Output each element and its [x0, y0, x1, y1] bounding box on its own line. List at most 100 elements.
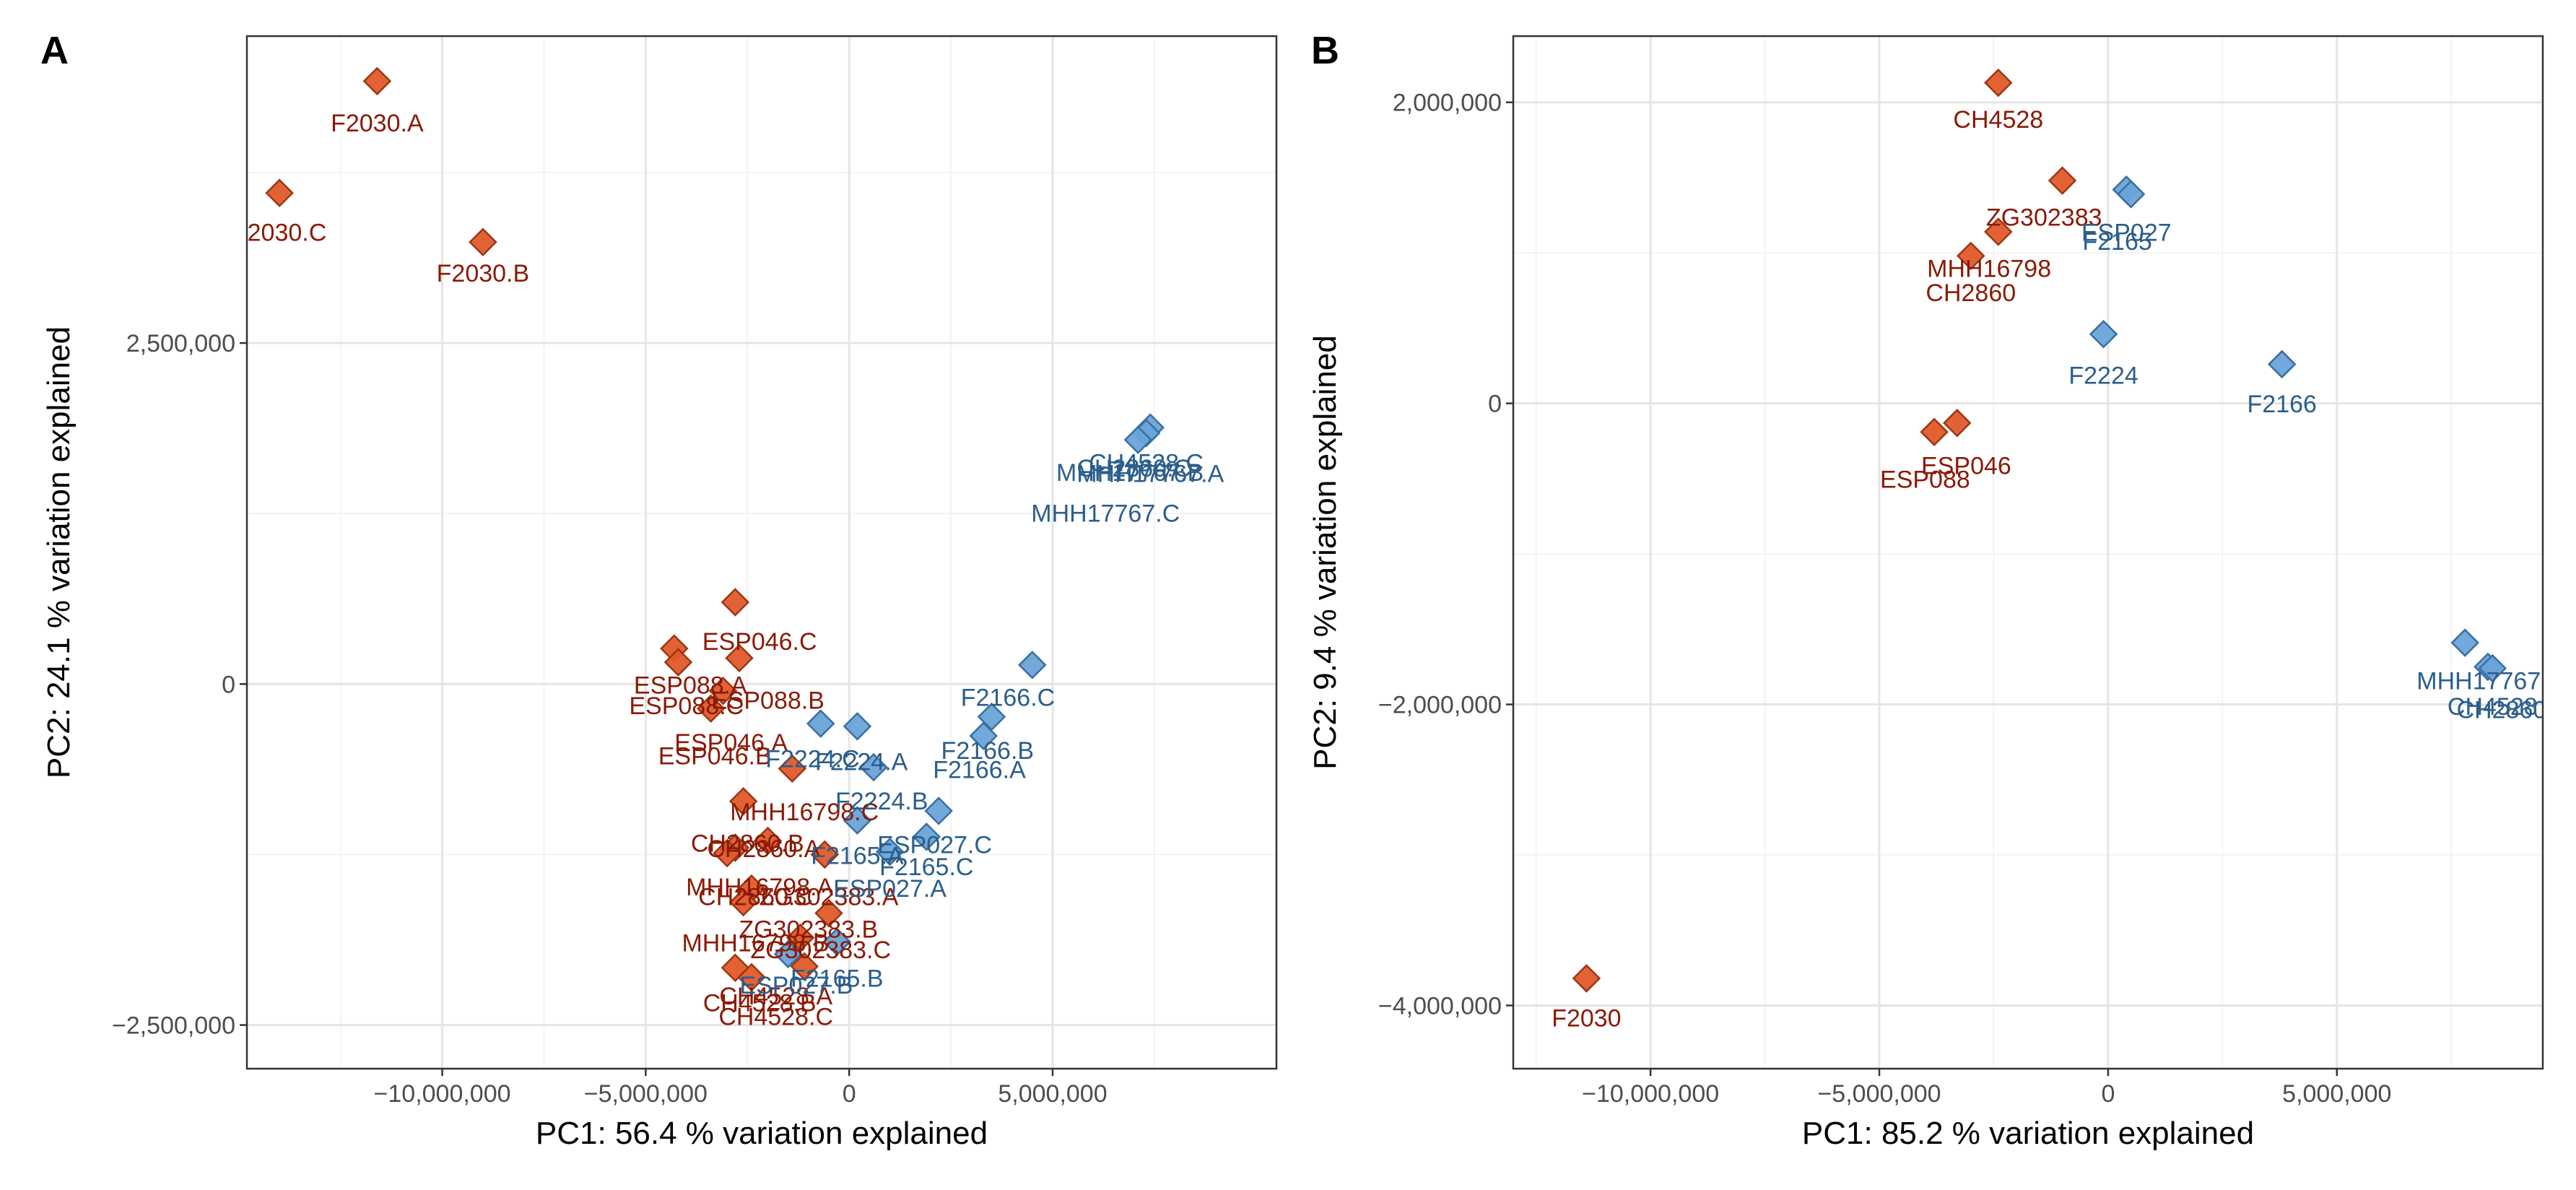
point-label: F2165.A — [811, 843, 904, 870]
point-label: CH4528.C — [1089, 450, 1204, 477]
point-label: ESP046.A — [674, 729, 788, 757]
data-point-red — [713, 838, 741, 868]
point-label: ZG302383.A — [760, 883, 899, 911]
panel-b-border — [1512, 35, 2544, 1070]
panel-a-y-axis-title: PC2: 24.1 % variation explained — [41, 326, 77, 778]
panel-a-x-axis-title: PC1: 56.4 % variation explained — [536, 1116, 988, 1151]
point-label: MHH17767 — [2416, 668, 2541, 695]
panel-a-grid — [247, 36, 1276, 1069]
point-label: ESP088.B — [711, 687, 824, 714]
point-label: CH4528.A — [719, 983, 832, 1010]
point-label: MHH17767.B — [1056, 459, 1204, 487]
point-label: ESP027.B — [739, 972, 853, 999]
data-point-blue — [2478, 653, 2507, 683]
data-point-red — [2048, 166, 2077, 195]
point-label: ESP027.C — [877, 832, 992, 859]
panel-b-y-axis: −4,000,000 −2,000,000 0 2,000,000 — [1378, 90, 1513, 1020]
data-point-blue — [912, 822, 941, 851]
point-label: F2166.A — [933, 757, 1026, 784]
data-point-red — [790, 952, 819, 981]
data-point-red — [708, 676, 738, 705]
data-point-red — [810, 840, 840, 869]
data-point-blue — [2450, 628, 2480, 657]
panel-a-x-axis: −10,000,000 −5,000,000 0 5,000,000 — [374, 1069, 1108, 1108]
point-label: MHH16798.B — [682, 930, 829, 957]
point-label: F2165.C — [879, 854, 973, 881]
point-label: ESP046.C — [702, 628, 817, 656]
data-point-red — [737, 963, 766, 992]
data-point-blue — [2116, 180, 2146, 209]
point-label: F2165 — [2082, 228, 2151, 256]
point-label: ESP046 — [1921, 453, 2011, 480]
y-tick-label: −4,000,000 — [1378, 992, 1502, 1020]
point-label: F2224.C — [765, 746, 859, 773]
data-point-red — [362, 66, 392, 96]
x-tick-label: 5,000,000 — [998, 1080, 1107, 1108]
data-point-blue — [773, 939, 803, 969]
point-label: ZG302383 — [1986, 204, 2102, 232]
data-point-blue — [843, 806, 872, 835]
point-label: F2030.C — [232, 219, 326, 246]
point-label: CH4528 — [2447, 693, 2538, 721]
point-label: F2224.B — [835, 788, 928, 815]
x-tick-label: −5,000,000 — [584, 1080, 708, 1108]
data-point-red — [786, 923, 815, 952]
point-label: CH2860 — [2457, 696, 2547, 724]
point-label: MHH16798.C — [730, 799, 879, 826]
data-point-red — [778, 754, 807, 783]
point-label: ESP027.A — [833, 875, 947, 903]
point-label: F2166.B — [941, 737, 1035, 765]
point-label: CH2860.C — [1076, 455, 1191, 482]
panel-b-tag: B — [1311, 29, 1339, 72]
data-point-blue — [843, 712, 872, 741]
data-point-blue — [969, 721, 998, 750]
panel-a-tag: A — [40, 29, 69, 72]
point-label: MHH16798 — [1927, 256, 2051, 283]
panel-b-y-axis-title: PC2: 9.4 % variation explained — [1307, 335, 1343, 770]
x-tick-label: 0 — [2101, 1080, 2115, 1108]
data-point-red — [469, 227, 497, 257]
point-label: ESP088.A — [634, 672, 747, 700]
point-label: CH2860.C — [698, 883, 813, 911]
panel-a-plot-area: F2030.AF2030.CF2030.BESP046.CESP088.AESP… — [232, 66, 1224, 1031]
y-tick-label: 0 — [222, 671, 235, 698]
panel-b-grid — [1513, 36, 2543, 1069]
point-label: F2224.A — [815, 748, 908, 776]
panel-a: A F2030.AF2030.CF2030.BESP046.CESP088.AE… — [40, 29, 1278, 1151]
data-point-red — [725, 643, 754, 673]
data-point-red — [1957, 241, 1985, 271]
data-point-red — [663, 648, 693, 677]
point-label: F2166 — [2248, 391, 2317, 418]
x-tick-label: −10,000,000 — [1582, 1080, 1719, 1108]
panel-b-x-axis-title: PC1: 85.2 % variation explained — [1802, 1116, 2254, 1151]
point-label: CH4528 — [1953, 106, 2043, 134]
point-label: MHH16798.A — [686, 874, 833, 901]
point-label: F2224 — [2068, 362, 2138, 390]
data-point-red — [721, 588, 750, 617]
point-label: CH2860.B — [691, 830, 804, 858]
y-tick-label: −2,500,000 — [112, 1012, 235, 1040]
data-point-blue — [1123, 425, 1153, 454]
data-point-blue — [2267, 349, 2297, 379]
data-point-red — [728, 887, 758, 917]
data-point-red — [696, 694, 726, 724]
y-tick-label: 2,500,000 — [126, 330, 235, 357]
panel-b-x-axis: −10,000,000 −5,000,000 0 5,000,000 — [1582, 1069, 2391, 1108]
x-tick-label: 0 — [843, 1080, 856, 1108]
data-point-red — [265, 178, 294, 208]
data-point-red — [753, 826, 783, 856]
point-label: F2166.C — [961, 685, 1055, 712]
plot-background — [1513, 36, 2543, 1069]
point-label: CH2860 — [1926, 279, 2016, 307]
y-tick-label: 0 — [1488, 391, 1502, 418]
point-label: F2030 — [1552, 1005, 1621, 1033]
point-label: F2165.B — [791, 965, 884, 993]
point-label: ESP088 — [1880, 466, 1970, 493]
data-point-red — [814, 898, 843, 928]
data-point-blue — [822, 927, 852, 957]
point-label: ZG302383.B — [739, 916, 878, 944]
y-tick-label: 2,000,000 — [1393, 90, 1502, 117]
x-tick-label: 5,000,000 — [2282, 1080, 2391, 1108]
point-label: MHH17767.C — [1031, 500, 1180, 527]
